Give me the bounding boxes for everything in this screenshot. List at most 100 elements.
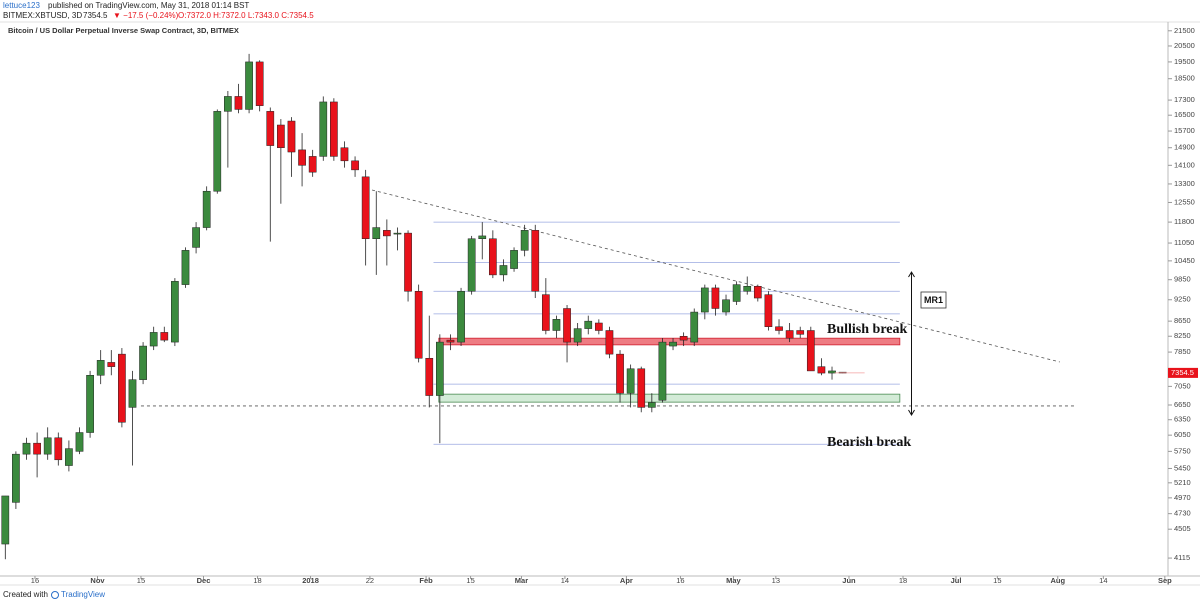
- x-tick-label: 14: [1099, 576, 1107, 585]
- candle-body: [383, 230, 391, 237]
- candle-body: [192, 227, 200, 248]
- y-tick-label: 5450: [1174, 463, 1191, 472]
- y-tick-label: 14100: [1174, 160, 1195, 169]
- x-tick-label: 14: [561, 576, 569, 585]
- y-tick-label: 8650: [1174, 316, 1191, 325]
- candle-body: [266, 111, 275, 146]
- candle-body: [107, 362, 116, 367]
- candle-body: [319, 101, 328, 157]
- candle-body: [414, 291, 423, 359]
- x-tick-label: 16: [31, 576, 39, 585]
- symbol: BITMEX:XBTUSD, 3D: [3, 11, 82, 20]
- candle-body: [171, 281, 179, 343]
- candle-body: [255, 61, 264, 106]
- x-tick-label: 15: [466, 576, 474, 585]
- candle-body: [33, 442, 41, 455]
- last-price-label: 7354.5: [1171, 368, 1194, 377]
- x-tick-label: 2018: [302, 576, 319, 585]
- y-tick-label: 9850: [1174, 275, 1191, 284]
- y-tick-label: 4115: [1174, 553, 1190, 562]
- arrow-head: [908, 271, 915, 278]
- candle-body: [213, 111, 222, 192]
- candle-body: [287, 120, 296, 153]
- candle-body: [732, 284, 741, 302]
- candle-body: [743, 286, 752, 292]
- candle-body: [181, 250, 190, 285]
- x-tick-label: Mar: [515, 576, 528, 585]
- candle-body: [425, 357, 434, 396]
- candle-body: [488, 238, 497, 276]
- y-tick-label: 6350: [1174, 415, 1191, 424]
- candle-body: [753, 286, 762, 299]
- candle-body: [626, 368, 635, 394]
- candle-body: [584, 320, 593, 329]
- y-tick-label: 7050: [1174, 381, 1191, 390]
- x-tick-label: Nov: [90, 576, 105, 585]
- mr1-box: [920, 291, 947, 309]
- candle-body: [340, 147, 349, 162]
- candle-body: [573, 328, 582, 343]
- x-tick-label: 15: [137, 576, 145, 585]
- y-tick-label: 11050: [1174, 238, 1194, 247]
- candle-body: [393, 232, 402, 235]
- candle-body: [700, 287, 709, 313]
- x-tick-label: Dec: [197, 576, 211, 585]
- y-tick-label: 7850: [1174, 347, 1191, 356]
- candle-body: [563, 308, 571, 343]
- candle-body: [149, 332, 158, 347]
- x-tick-label: May: [726, 576, 741, 585]
- published: published on TradingView.com, May 31, 20…: [48, 1, 249, 10]
- footer-brand[interactable]: TradingView: [61, 590, 105, 599]
- candle-body: [605, 330, 614, 355]
- candle-body: [372, 227, 381, 240]
- change: ▼ −17.5 (−0.24%): [113, 11, 179, 20]
- candle-body: [65, 448, 73, 466]
- annotation: Bullish break: [827, 322, 907, 337]
- y-tick-label: 17300: [1174, 95, 1195, 104]
- x-tick-label: Sep: [1158, 576, 1172, 585]
- candle-body: [86, 375, 94, 433]
- candle-body: [647, 402, 656, 408]
- plot: 21500 20500 19500 18500 17300 16500 15700 14900…: [1, 26, 1198, 585]
- trendline: [371, 189, 1060, 363]
- y-tick-label: 14900: [1174, 143, 1195, 152]
- publisher[interactable]: lettuce123: [3, 1, 40, 10]
- x-tick-label: 16: [676, 576, 684, 585]
- candle-body: [128, 379, 137, 408]
- y-tick-label: 8250: [1174, 331, 1191, 340]
- candle-body: [1, 495, 10, 545]
- candle-body: [351, 160, 359, 171]
- annotation: Bearish break: [827, 435, 911, 450]
- candle-body: [457, 291, 465, 343]
- annotation: MR1: [924, 295, 943, 305]
- candle-body: [118, 353, 126, 423]
- candle-body: [139, 345, 147, 380]
- candle-body: [552, 319, 561, 331]
- candle-body: [499, 265, 508, 276]
- footer-created: Created with: [3, 590, 48, 599]
- candle-body: [22, 442, 31, 455]
- candle-body: [277, 124, 285, 148]
- x-tick-label: 13: [772, 576, 780, 585]
- y-tick-label: 12550: [1174, 197, 1195, 206]
- candle-body: [298, 149, 306, 166]
- y-tick-label: 4730: [1174, 509, 1191, 518]
- candle-body: [446, 339, 455, 343]
- y-tick-label: 5210: [1174, 478, 1191, 487]
- candle-body: [436, 341, 444, 396]
- x-tick-label: 22: [366, 576, 374, 585]
- candle-body: [764, 294, 773, 327]
- y-tick-label: 16500: [1174, 110, 1195, 119]
- candle-body: [234, 96, 243, 110]
- candle-body: [308, 156, 317, 173]
- candle-body: [722, 299, 730, 313]
- candle-body: [75, 432, 84, 452]
- y-tick-label: 6650: [1174, 400, 1191, 409]
- candle-body: [54, 437, 63, 461]
- last-price: 7354.5: [83, 11, 108, 20]
- candle-body: [669, 341, 677, 347]
- candle-body: [679, 335, 688, 341]
- tv-logo: [51, 591, 59, 599]
